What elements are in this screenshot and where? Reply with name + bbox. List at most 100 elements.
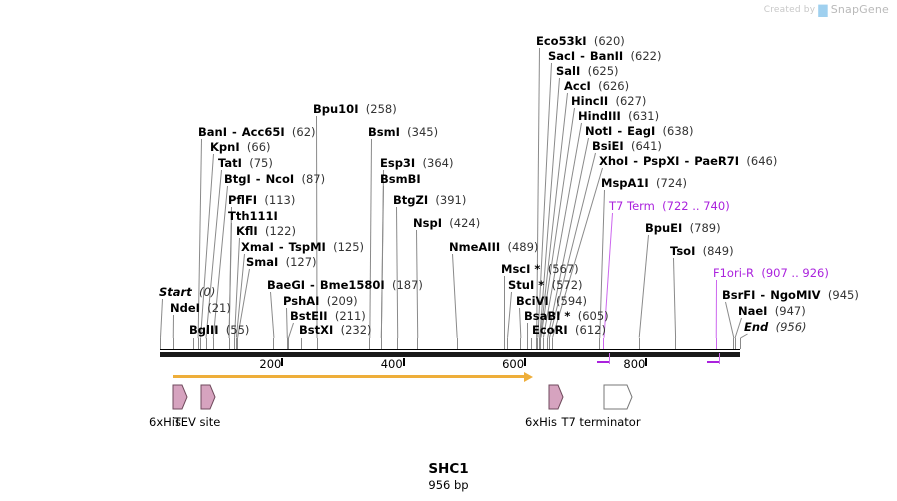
page-title: SHC1 [428,461,469,477]
enzyme-label-nspi[interactable]: NspI (424) [413,217,480,229]
enzyme-name: TspMI [288,240,326,254]
enzyme-separator: - [629,154,643,168]
site-tick [380,338,382,349]
enzyme-label-mspa1i[interactable]: MspA1I (724) [601,177,687,189]
enzyme-label-ecori[interactable]: EcoRI (612) [532,324,606,336]
feature-arrow-TEV-site[interactable] [200,384,216,410]
enzyme-label-ndei[interactable]: NdeI (21) [170,302,231,314]
enzyme-label-hindiii[interactable]: HindIII (631) [578,110,659,122]
site-tick [733,338,735,349]
enzyme-name: StuI * [508,278,545,292]
enzyme-separator: - [251,172,265,186]
enzyme-position: (209) [319,294,358,308]
enzyme-position: (125) [325,240,365,254]
enzyme-position: (605) [570,309,609,323]
t7-term-mark-connector [609,353,610,364]
watermark-prefix: Created by [763,4,816,15]
enzyme-label-naei[interactable]: NaeI (947) [738,305,806,317]
enzyme-name: BtgI [224,172,251,186]
site-tick [548,338,550,349]
enzyme-name: MspA1I [601,176,649,190]
site-tick [503,338,505,349]
enzyme-label-esp3i[interactable]: Esp3I (364) [380,157,453,169]
site-tick [228,338,230,349]
enzyme-label-saci-banii[interactable]: SacI - BanII (622) [548,50,661,62]
enzyme-position: (232) [333,323,372,337]
site-tick [316,338,318,349]
label-leader-line [160,298,163,339]
site-tick [205,338,207,349]
enzyme-label-btgi-ncoi[interactable]: BtgI - NcoI (87) [224,173,325,185]
enzyme-label-hincii[interactable]: HincII (627) [571,95,646,107]
enzyme-position: (789) [682,221,721,235]
enzyme-label-bpuei[interactable]: BpuEI (789) [645,222,721,234]
enzyme-label-pshai[interactable]: PshAI (209) [283,295,358,307]
enzyme-name: PshAI [283,294,320,308]
enzyme-label-xmai-tspmi[interactable]: XmaI - TspMI (125) [241,241,364,253]
enzyme-separator: - [306,278,319,292]
enzyme-label-bani-acc65i[interactable]: BanI - Acc65I (62) [198,126,316,138]
enzyme-label-tsoi[interactable]: TsoI (849) [670,245,734,257]
label-leader-line [527,322,529,339]
enzyme-label-noti-eagi[interactable]: NotI - EagI (638) [585,125,693,137]
enzyme-label-start[interactable]: Start (0) [159,286,215,298]
enzyme-label-bsrfi-ngomiv[interactable]: BsrFI - NgoMIV (945) [722,289,859,301]
enzyme-label-baegi-bme1580i[interactable]: BaeGI - Bme1580I (187) [267,279,423,291]
enzyme-name: NgoMIV [770,288,821,302]
label-leader-line [715,279,717,339]
enzyme-label-tati[interactable]: TatI (75) [218,157,273,169]
feature-arrow-label: 6xHis [525,415,557,429]
enzyme-label-msci[interactable]: MscI * (567) [501,263,579,275]
enzyme-label-stui[interactable]: StuI * (572) [508,279,583,291]
enzyme-label-pflfi[interactable]: PflFI (113) [228,194,295,206]
enzyme-name: BstXI [299,323,334,337]
plasmid-length: 956 bp [428,478,469,492]
enzyme-label-kfli[interactable]: KflI (122) [236,225,296,237]
label-leader-line [212,185,228,339]
enzyme-label-sali[interactable]: SalI (625) [556,65,619,77]
enzyme-position: (0) [191,285,216,299]
enzyme-position: (625) [580,64,619,78]
enzyme-position: (364) [415,156,454,170]
enzyme-label-bstei[interactable]: BstEII (211) [290,310,366,322]
enzyme-separator: - [613,124,627,138]
enzyme-name: BpuEI [645,221,683,235]
enzyme-label-bsabi[interactable]: BsaBI * (605) [524,310,609,322]
site-tick [286,338,288,349]
enzyme-label-bpu10i[interactable]: Bpu10I (258) [313,103,397,115]
enzyme-label-bglii[interactable]: BglII (55) [189,324,249,336]
enzyme-label-f1ori-r[interactable]: F1ori-R (907 .. 926) [713,267,829,279]
enzyme-position: (211) [327,309,366,323]
feature-arrow-label: 6xHis [149,415,181,429]
enzyme-label-bsmi[interactable]: BsmI (345) [368,126,438,138]
enzyme-position: (646) [739,154,778,168]
enzyme-label-bsiei[interactable]: BsiEI (641) [592,140,662,152]
site-tick [520,338,522,349]
axis-tick-label: 400 [380,357,403,371]
enzyme-label-xhoi-pspxi-paer7i[interactable]: XhoI - PspXI - PaeR7I (646) [599,155,777,167]
enzyme-position: (391) [428,193,467,207]
enzyme-name: XhoI [599,154,629,168]
enzyme-name: NotI [585,124,613,138]
enzyme-label-eco53ki[interactable]: Eco53kI (620) [536,35,625,47]
feature-arrow-6xHis-left[interactable] [172,384,188,410]
enzyme-label-btgzi[interactable]: BtgZI (391) [393,194,466,206]
enzyme-name: SacI [548,49,576,63]
enzyme-label-acci[interactable]: AccI (626) [564,80,629,92]
enzyme-name: Acc65I [241,125,285,139]
feature-arrow-T7-terminator[interactable] [603,384,633,410]
enzyme-label-smai[interactable]: SmaI (127) [246,256,317,268]
enzyme-label-bstxi[interactable]: BstXI (232) [299,324,372,336]
enzyme-label-bcivi[interactable]: BciVI (594) [516,295,587,307]
site-tick [417,338,419,349]
enzyme-label-bsmbi[interactable]: BsmBI [380,173,421,185]
enzyme-name: XmaI [241,240,274,254]
enzyme-label-nmeaiii[interactable]: NmeAIII (489) [449,241,538,253]
site-tick [599,338,601,349]
enzyme-label-kpni[interactable]: KpnI (66) [210,141,271,153]
feature-arrow-6xHis-right[interactable] [548,384,564,410]
enzyme-name: TsoI [670,244,696,258]
enzyme-label-tth111i[interactable]: Tth111I [228,210,278,222]
enzyme-label-end[interactable]: End (956) [744,321,807,333]
enzyme-label-t7-term[interactable]: T7 Term (722 .. 740) [609,200,730,212]
